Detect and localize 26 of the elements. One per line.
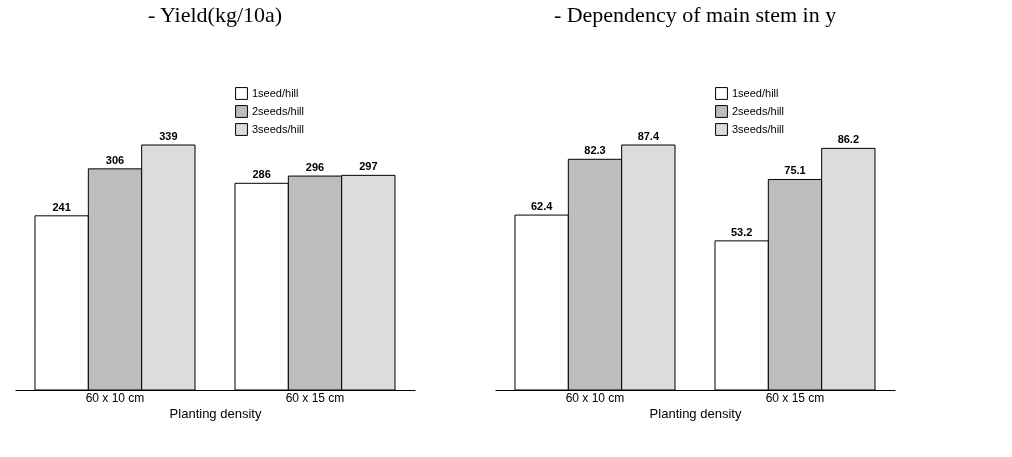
x-axis-title: Planting density [169,405,262,421]
data-label: 241 [52,200,71,213]
data-label: 339 [159,130,178,142]
legend-label: 1seed/hill [252,86,299,99]
data-label: 86.2 [837,133,860,146]
data-label: 297 [359,160,378,173]
data-label: 286 [252,168,271,181]
data-label: 75.1 [784,164,806,177]
legend-label: 1seed/hill [732,86,779,99]
legend-label: 2seeds/hill [732,104,784,117]
x-tick-label: 60 x 15 cm [285,390,345,405]
x-tick-label: 60 x 15 cm [765,390,825,405]
legend-label: 3seeds/hill [732,122,784,135]
x-tick-label: 60 x 10 cm [565,390,625,405]
x-axis-title: Planting density [649,405,742,421]
chart-title: - Dependency of main stem in y [553,2,837,27]
data-label: 87.4 [637,130,660,142]
data-label: 82.3 [584,144,606,157]
legend-label: 3seeds/hill [252,122,304,135]
data-label: 53.2 [730,225,753,238]
data-label: 306 [105,153,125,166]
x-tick-label: 60 x 10 cm [85,390,145,405]
legend-label: 2seeds/hill [252,104,304,117]
data-label: 296 [305,161,325,174]
data-label: 62.4 [530,200,554,213]
chart-title: - Yield(kg/10a) [147,2,283,27]
